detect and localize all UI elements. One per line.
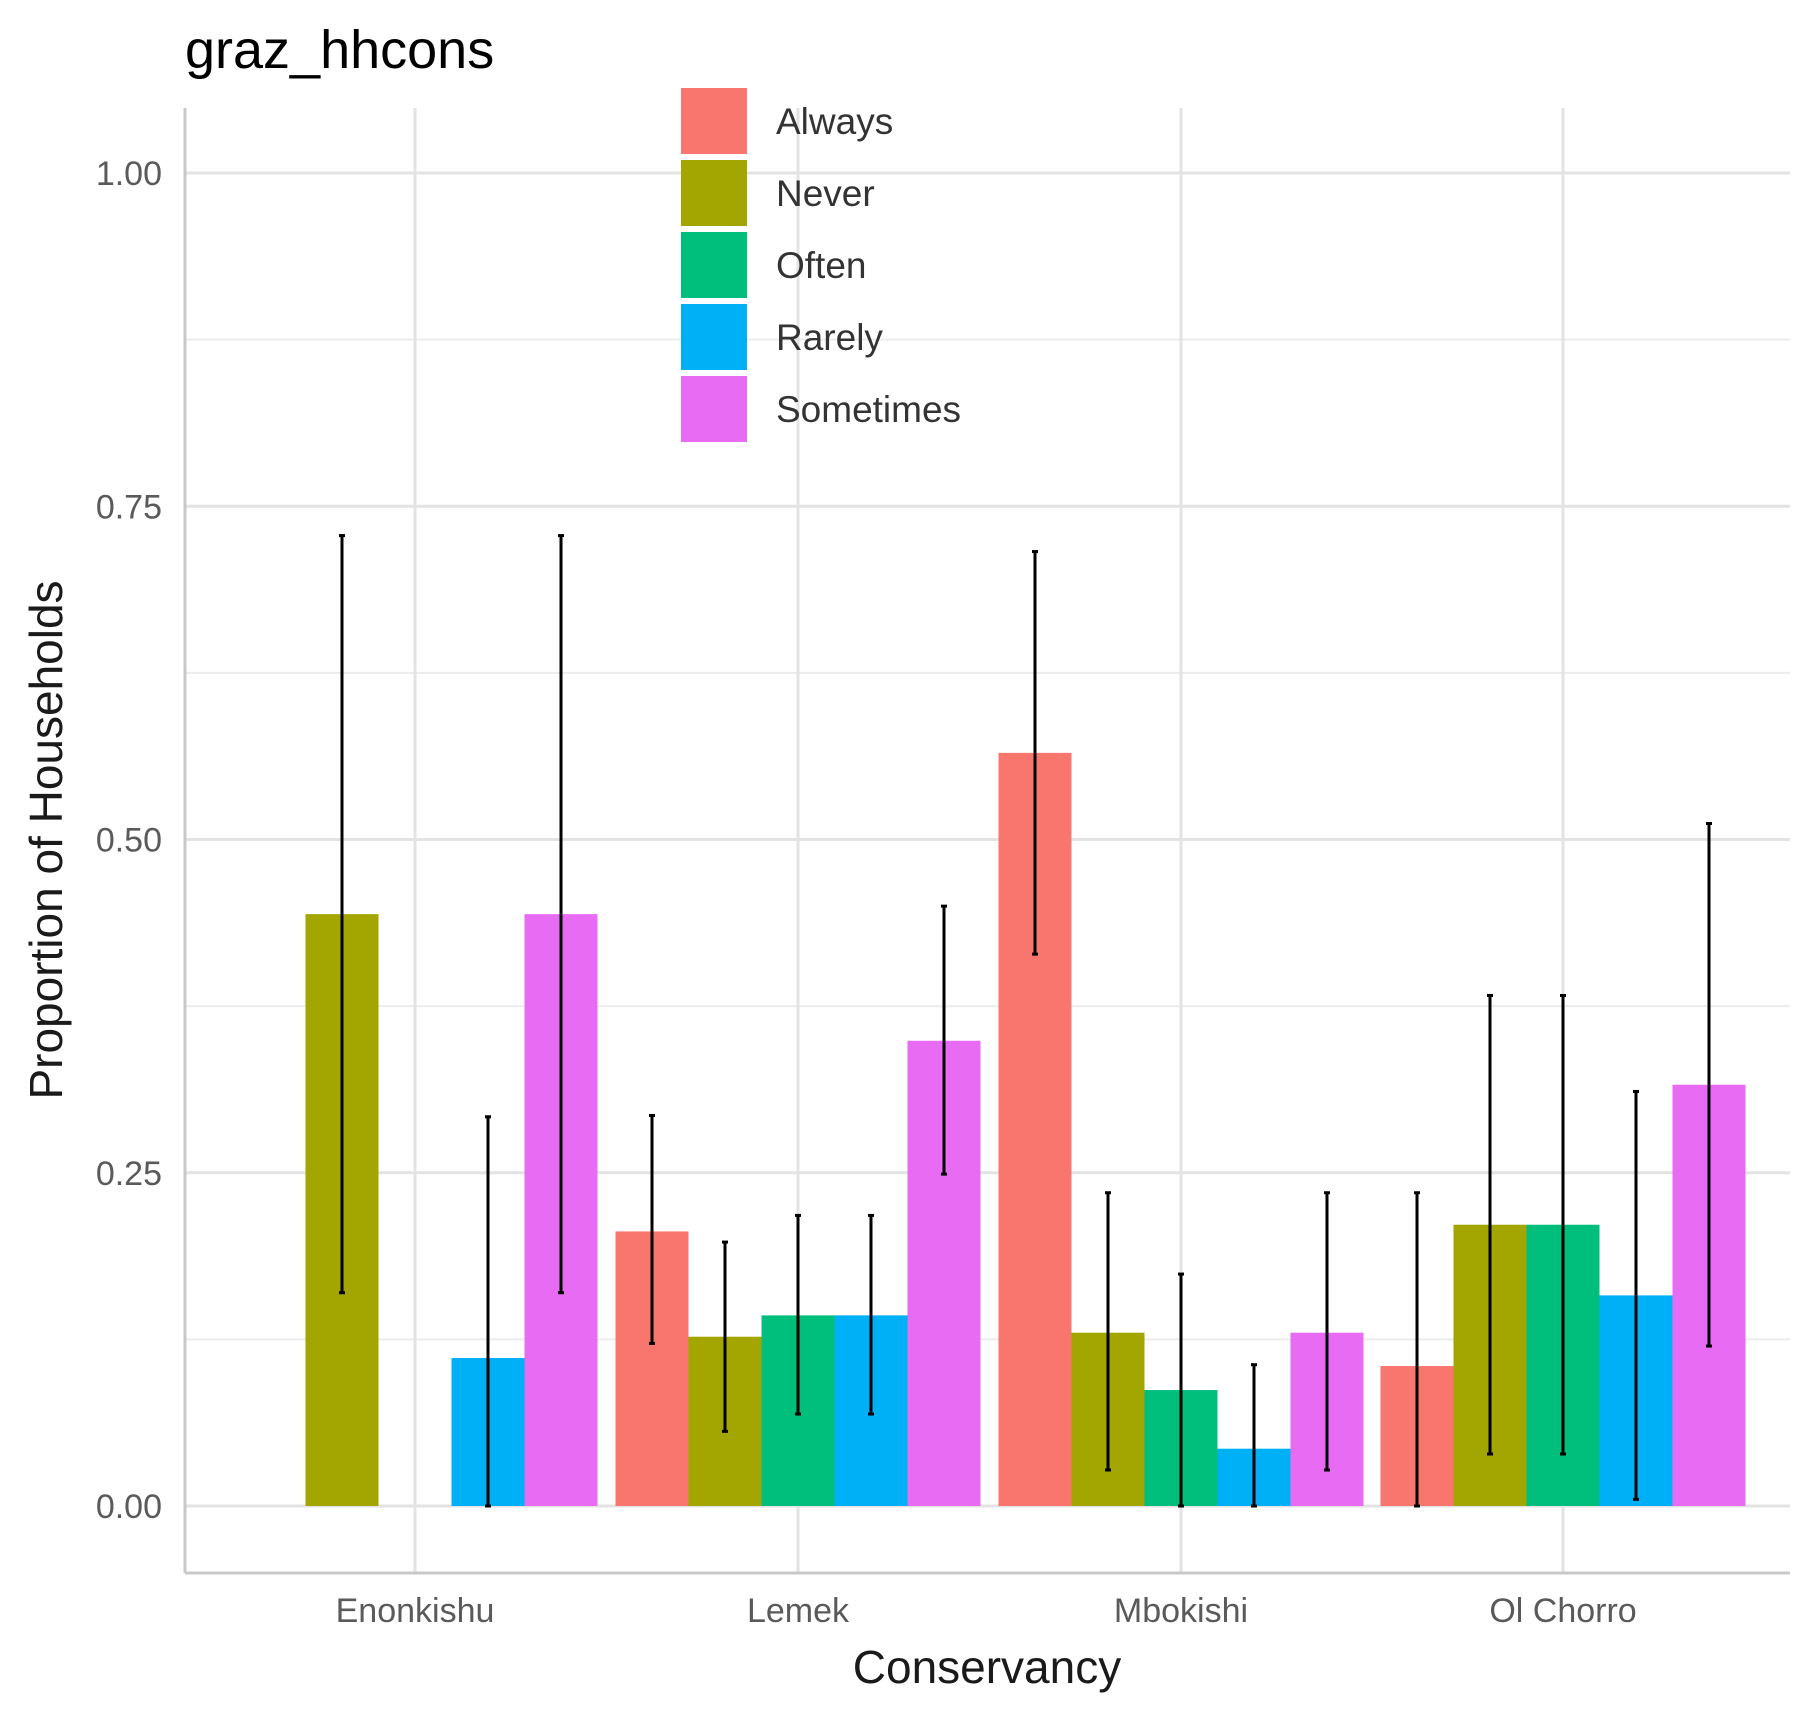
error-bar-often-lemek (795, 1213, 801, 1416)
error-bar-sometimes-enonkishu (558, 534, 564, 1295)
legend-key-never (681, 160, 747, 226)
y-tick-label-0: 0.00 (96, 1488, 162, 1526)
y-tick-label-2: 0.50 (96, 822, 162, 860)
axes-layer: 0.00 0.25 0.50 0.75 1.00 Enonkishu Lemek Mbokis… (96, 108, 1790, 1630)
legend-key-always (681, 88, 747, 154)
error-bar-rarely-enonkishu (485, 1115, 491, 1508)
y-tick-label-1: 0.25 (96, 1155, 162, 1193)
legend-label-rarely: Rarely (776, 317, 883, 358)
x-axis-title: Conservancy (853, 1641, 1121, 1693)
error-bar-never-ol-chorro (1487, 993, 1493, 1456)
error-bar-sometimes-ol-chorro (1706, 822, 1712, 1348)
x-tick-label-enonkishu: Enonkishu (336, 1592, 495, 1630)
legend-label-never: Never (776, 173, 875, 214)
error-bar-always-lemek (649, 1113, 655, 1345)
legend: Always Never Often Rarely Sometimes (681, 88, 961, 442)
y-tick-label-4: 1.00 (96, 155, 162, 193)
error-bar-never-lemek (722, 1240, 728, 1433)
error-bar-rarely-lemek (868, 1213, 874, 1416)
legend-label-sometimes: Sometimes (776, 389, 961, 430)
error-bar-always-mbokishi (1032, 550, 1038, 956)
error-bars-layer (339, 534, 1712, 1508)
legend-label-always: Always (776, 101, 893, 142)
error-bar-never-enonkishu (339, 534, 345, 1295)
error-bar-always-ol-chorro (1414, 1191, 1420, 1508)
bars-layer (305, 752, 1746, 1506)
y-tick-label-3: 0.75 (96, 488, 162, 526)
error-bar-sometimes-mbokishi (1324, 1191, 1330, 1472)
error-bar-sometimes-lemek (941, 904, 947, 1176)
error-bar-never-mbokishi (1105, 1191, 1111, 1472)
error-bar-rarely-ol-chorro (1633, 1089, 1639, 1501)
chart-title: graz_hhcons (185, 20, 494, 80)
y-axis-title: Proportion of Households (20, 580, 72, 1099)
error-bar-rarely-mbokishi (1251, 1363, 1257, 1508)
x-tick-label-ol-chorro: Ol Chorro (1489, 1592, 1636, 1630)
legend-label-often: Often (776, 245, 867, 286)
error-bar-often-mbokishi (1178, 1272, 1184, 1508)
x-tick-label-lemek: Lemek (747, 1592, 850, 1630)
x-tick-label-mbokishi: Mbokishi (1114, 1592, 1248, 1630)
legend-key-often (681, 232, 747, 298)
legend-key-rarely (681, 304, 747, 370)
error-bar-often-ol-chorro (1560, 993, 1566, 1456)
legend-key-sometimes (681, 376, 747, 442)
